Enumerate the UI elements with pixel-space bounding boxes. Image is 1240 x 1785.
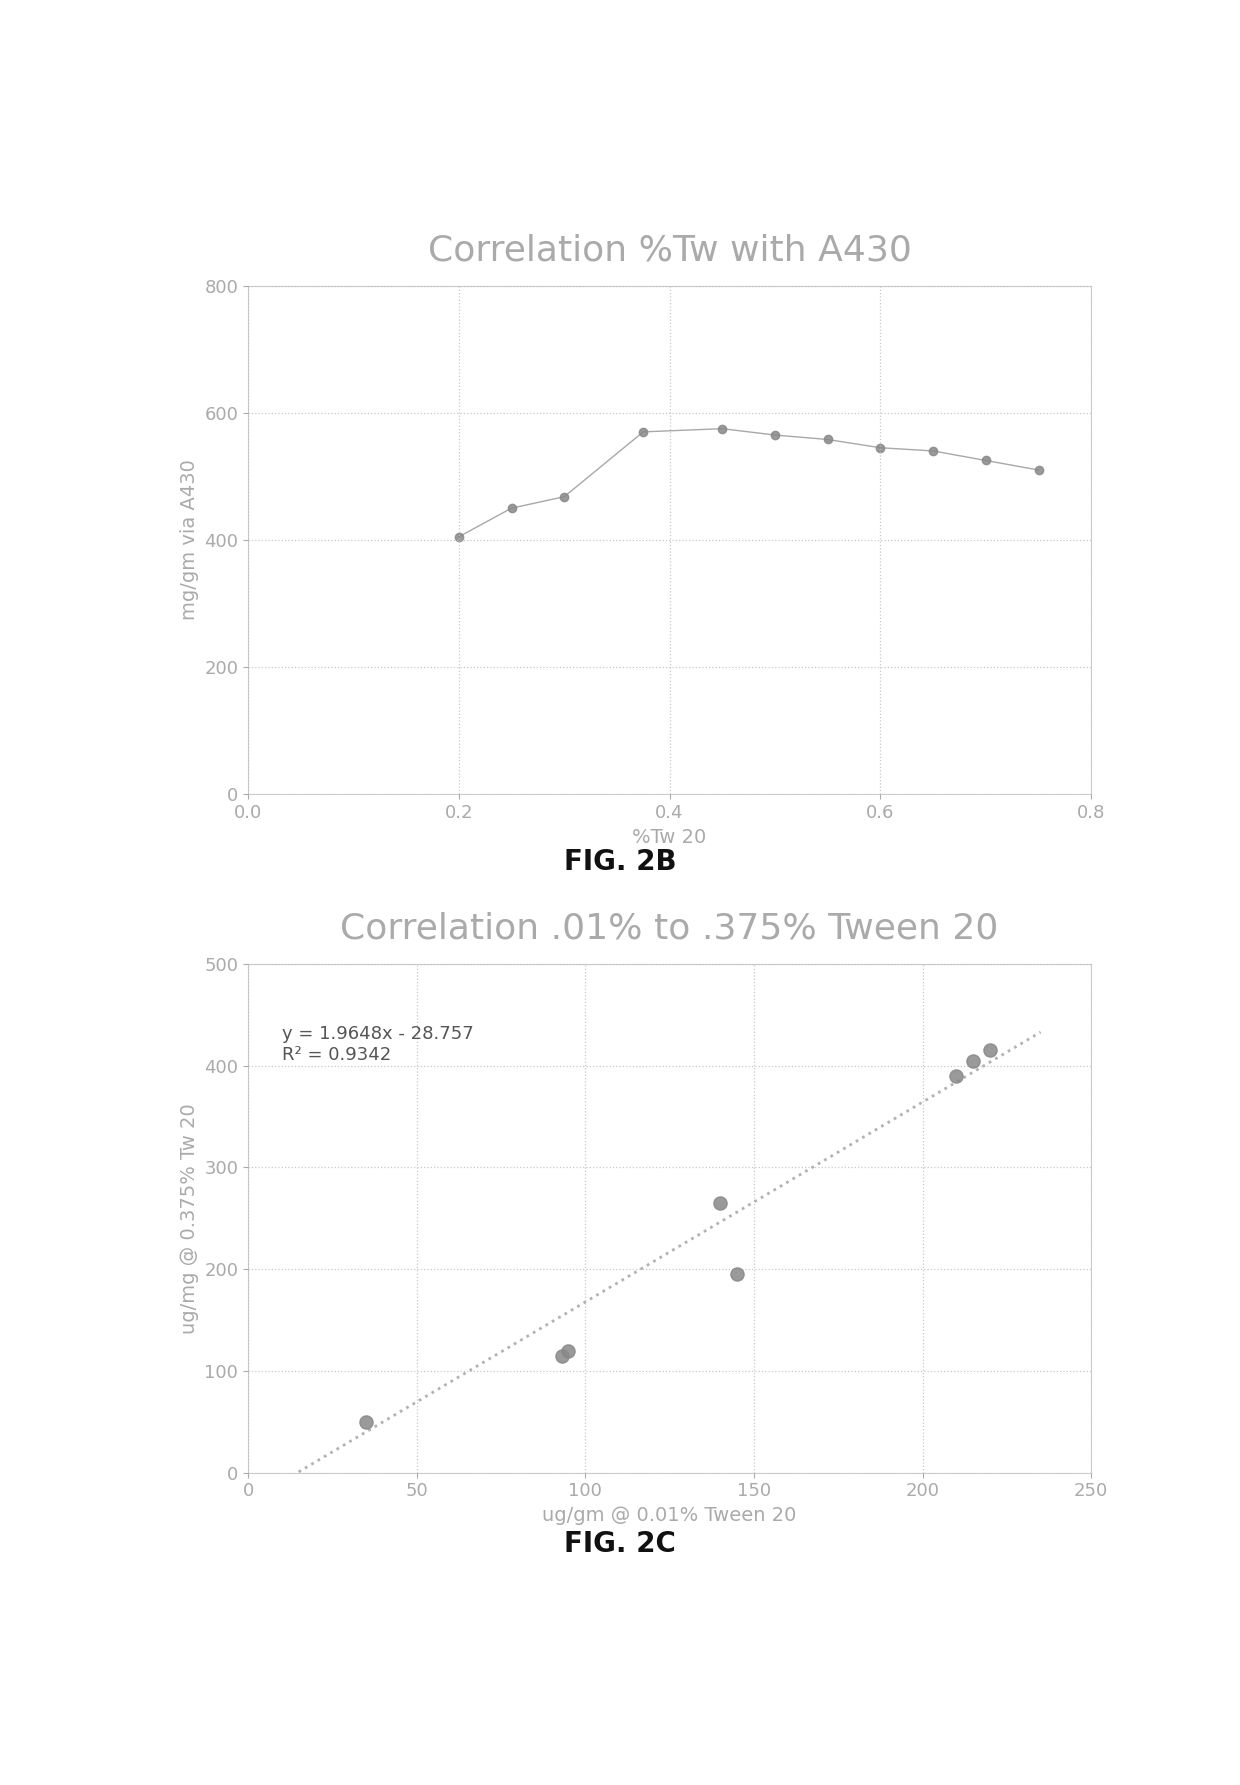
X-axis label: %Tw 20: %Tw 20 — [632, 828, 707, 846]
Point — [963, 1046, 983, 1075]
Point — [711, 1189, 730, 1217]
Point — [558, 1337, 578, 1366]
Point — [727, 1260, 746, 1289]
Point — [980, 1035, 999, 1064]
Y-axis label: ug/mg @ 0.375% Tw 20: ug/mg @ 0.375% Tw 20 — [180, 1103, 198, 1333]
Y-axis label: mg/gm via A430: mg/gm via A430 — [180, 459, 198, 621]
Title: Correlation .01% to .375% Tween 20: Correlation .01% to .375% Tween 20 — [341, 912, 998, 946]
Point — [552, 1341, 572, 1369]
X-axis label: ug/gm @ 0.01% Tween 20: ug/gm @ 0.01% Tween 20 — [542, 1507, 797, 1524]
Point — [946, 1062, 966, 1091]
Text: FIG. 2C: FIG. 2C — [564, 1530, 676, 1558]
Title: Correlation %Tw with A430: Correlation %Tw with A430 — [428, 234, 911, 268]
Point — [356, 1407, 376, 1435]
Text: y = 1.9648x - 28.757
R² = 0.9342: y = 1.9648x - 28.757 R² = 0.9342 — [281, 1025, 474, 1064]
Text: FIG. 2B: FIG. 2B — [564, 848, 676, 876]
